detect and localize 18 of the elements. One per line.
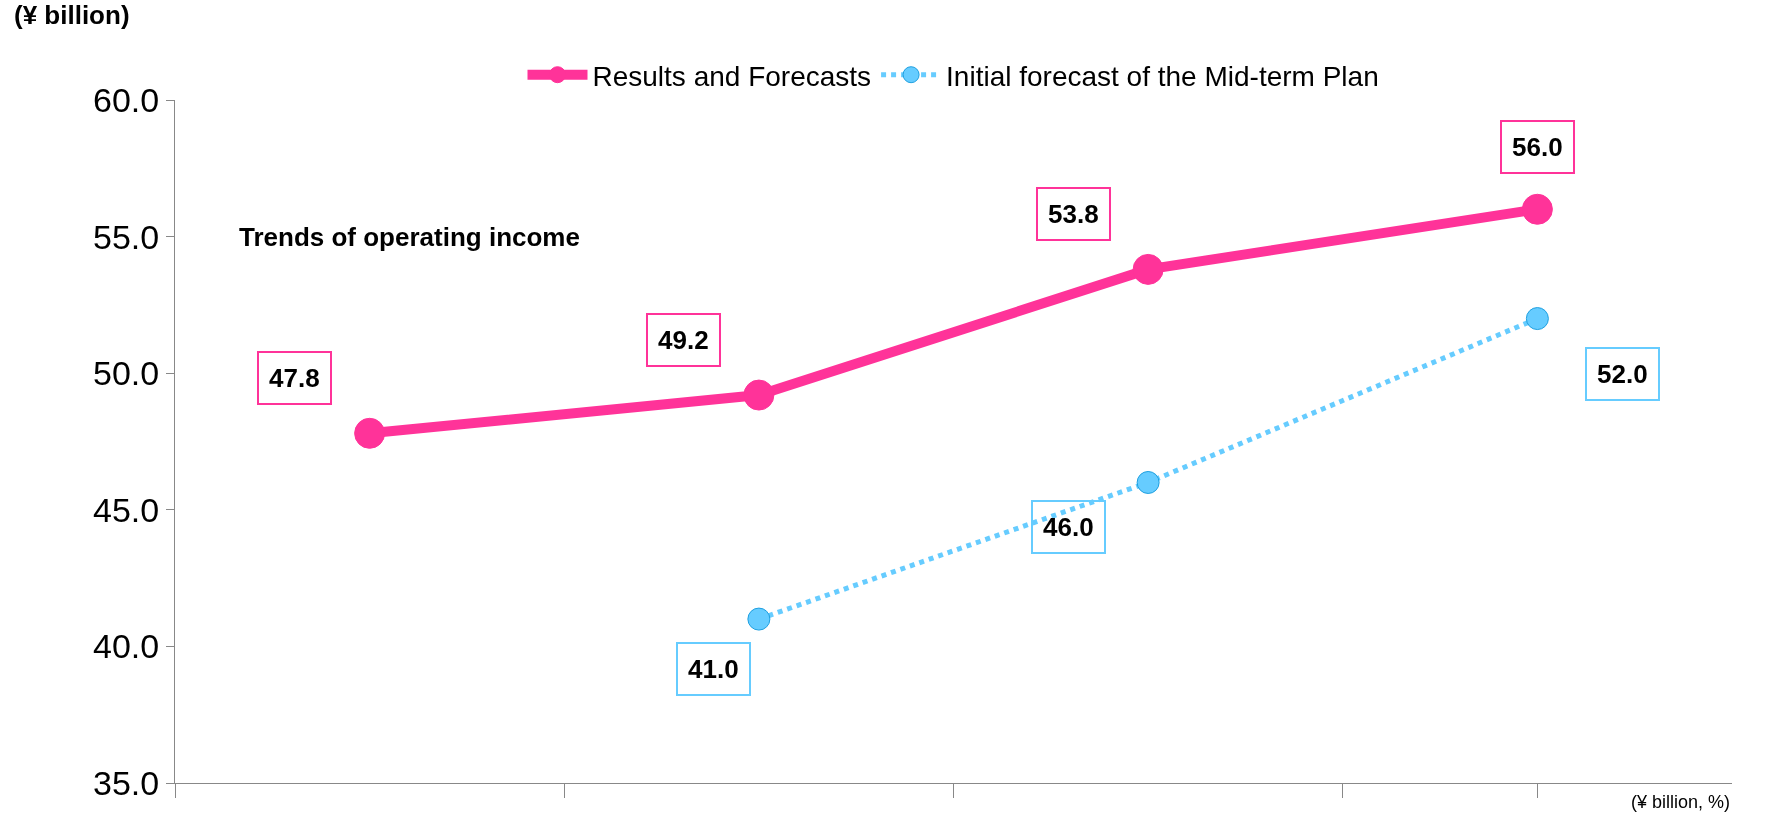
y-tick-label: 40.0: [93, 627, 160, 666]
data-label: 53.8: [1048, 199, 1099, 229]
data-label: 52.0: [1597, 359, 1648, 389]
y-axis-title: (¥ billion): [14, 0, 130, 30]
data-label: 56.0: [1512, 132, 1563, 162]
data-label: 46.0: [1043, 512, 1094, 542]
y-tick-label: 50.0: [93, 354, 160, 393]
y-tick-label: 35.0: [93, 763, 160, 802]
data-label: 41.0: [688, 654, 739, 684]
data-label: 49.2: [658, 325, 709, 355]
y-tick-label: 55.0: [93, 217, 160, 256]
legend-label: Initial forecast of the Mid-term Plan: [946, 60, 1379, 92]
y-tick-label: 45.0: [93, 490, 160, 529]
annotation: Trends of operating income: [239, 222, 580, 252]
data-label: 47.8: [269, 363, 320, 393]
legend-label: Results and Forecasts: [592, 60, 872, 92]
y-tick-label: 60.0: [93, 80, 160, 119]
text: (¥ billion, %): [1631, 792, 1731, 812]
